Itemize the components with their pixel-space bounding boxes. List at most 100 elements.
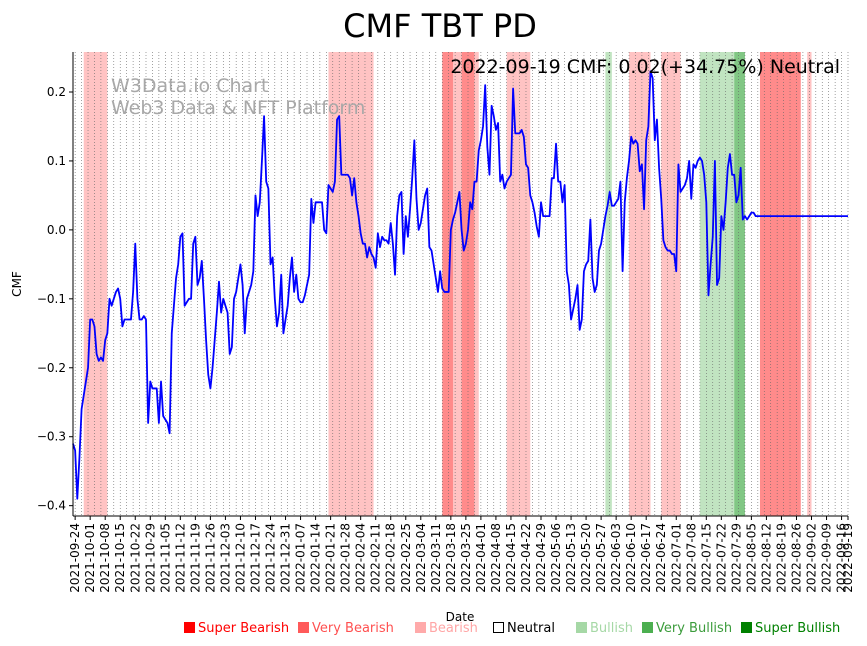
x-tick-label: 2021-11-12 (173, 523, 187, 593)
x-axis-ticks: 2021-09-24 2021-10-01 2021-10-08 2021-10-15… (68, 516, 855, 593)
band-8 (605, 52, 612, 516)
x-tick-label: 2022-02-11 (369, 523, 383, 593)
x-tick-label: 2022-08-05 (744, 523, 758, 593)
y-axis-label: CMF (10, 271, 24, 297)
x-tick-label: 2021-12-17 (248, 523, 262, 593)
x-tick-label: 2021-11-26 (203, 523, 217, 593)
band-10 (661, 52, 681, 516)
y-tick-label: −0.3 (37, 430, 66, 444)
x-tick-label: 2022-09-02 (805, 523, 819, 593)
x-tick-label: 2022-03-18 (444, 523, 458, 593)
x-axis-label: Date (446, 610, 475, 624)
x-tick-label: 2022-05-13 (564, 523, 578, 593)
x-tick-label: 2022-01-21 (324, 523, 338, 593)
legend-item-super-bullish: Super Bullish (741, 621, 840, 636)
series-line-cmf (72, 70, 848, 500)
band-1 (328, 52, 374, 516)
x-tick-label: 2021-12-24 (264, 523, 278, 593)
legend-item-super-bearish: Super Bearish (184, 621, 289, 636)
x-tick-label: 2022-07-15 (699, 523, 713, 593)
band-0 (83, 52, 108, 516)
x-tick-label: 2022-04-29 (534, 523, 548, 593)
y-axis-ticks: −0.4 −0.3 −0.2 −0.1 0.0 0.1 0.2 (37, 85, 73, 513)
y-tick-label: 0.2 (47, 85, 66, 99)
legend-swatch (298, 622, 309, 633)
band-5 (474, 52, 479, 516)
legend-swatch (642, 622, 653, 633)
x-tick-label: 2021-12-10 (233, 523, 247, 593)
x-tick-label: 2022-06-17 (639, 523, 653, 593)
x-tick-label: 2022-04-01 (474, 523, 488, 593)
legend-item-very-bearish: Very Bearish (298, 621, 394, 636)
x-tick-label: 2022-08-26 (789, 523, 803, 593)
legend-label: Super Bearish (198, 621, 290, 636)
y-tick-label: −0.2 (37, 361, 66, 375)
x-tick-label: 2022-09-09 (820, 523, 834, 593)
legend-item-bearish: Bearish (415, 621, 478, 636)
x-tick-label: 2021-10-01 (83, 523, 97, 593)
x-tick-label: 2022-07-01 (669, 523, 683, 593)
x-tick-label: 2022-08-19 (774, 523, 788, 593)
y-tick-label: −0.4 (37, 499, 66, 513)
band-9 (629, 52, 651, 516)
x-tick-label: 2021-09-24 (68, 523, 82, 593)
x-tick-label: 2021-10-08 (98, 523, 112, 593)
x-tick-label: 2021-11-19 (188, 523, 202, 593)
legend-label: Super Bullish (755, 621, 841, 636)
legend-swatch (741, 622, 752, 633)
x-tick-label: 2022-02-18 (384, 523, 398, 593)
legend-swatch (493, 622, 504, 633)
x-tick-label: 2022-04-15 (504, 523, 518, 593)
band-7 (517, 52, 531, 516)
band-12 (734, 52, 745, 516)
x-tick-label: 2022-04-08 (489, 523, 503, 593)
x-tick-label: 2021-12-03 (218, 523, 232, 593)
legend-label: Bullish (590, 621, 634, 636)
y-tick-label: 0.0 (47, 223, 66, 237)
x-tick-label: 2021-11-05 (158, 523, 172, 593)
band-6 (506, 52, 518, 516)
x-tick-label: 2022-07-08 (684, 523, 698, 593)
x-tick-label: 2022-02-04 (354, 523, 368, 593)
legend-swatch (184, 622, 195, 633)
legend-label: Bearish (429, 621, 478, 636)
legend-item-very-bullish: Very Bullish (642, 621, 732, 636)
x-tick-label: 2022-05-06 (549, 523, 563, 593)
signal-bands (83, 52, 812, 516)
latest-value-annotation: 2022-09-19 CMF: 0.02(+34.75%) Neutral (450, 56, 840, 78)
legend-label: Neutral (507, 621, 555, 636)
band-3 (452, 52, 462, 516)
legend-swatch (415, 622, 426, 633)
legend: Super Bearish Very Bearish Bearish Neutral B… (0, 621, 867, 639)
x-tick-label: 2022-01-28 (339, 523, 353, 593)
legend-swatch (576, 622, 587, 633)
legend-item-bullish: Bullish (576, 621, 633, 636)
x-tick-label: 2022-06-24 (654, 523, 668, 593)
x-tick-label: 2022-06-03 (609, 523, 623, 593)
legend-label: Very Bullish (656, 621, 733, 636)
x-tick-label: 2022-05-20 (579, 523, 593, 593)
watermark-line-1: W3Data.io Chart (111, 75, 268, 97)
x-tick-label: 2021-10-29 (143, 523, 157, 593)
band-13 (759, 52, 801, 516)
x-tick-label: 2021-10-15 (113, 523, 127, 593)
x-tick-label: 2022-04-22 (519, 523, 533, 593)
x-tick-label: 2022-01-07 (294, 523, 308, 593)
y-tick-label: 0.1 (47, 154, 66, 168)
x-tick-label: 2022-01-14 (309, 523, 323, 593)
x-tick-label: 2022-07-29 (729, 523, 743, 593)
x-tick-label: 2022-03-04 (414, 523, 428, 593)
chart-title: CMF TBT PD (343, 7, 537, 45)
x-tick-label: 2021-12-31 (279, 523, 293, 593)
x-tick-label: 2022-06-10 (624, 523, 638, 593)
band-2 (442, 52, 453, 516)
x-tick-label: 2021-10-22 (128, 523, 142, 593)
x-tick-label: 2022-08-12 (759, 523, 773, 593)
x-tick-label: 2022-03-25 (459, 523, 473, 593)
y-tick-label: −0.1 (37, 292, 66, 306)
legend-label: Very Bearish (312, 621, 394, 636)
watermark-line-2: Web3 Data & NFT Platform (111, 97, 365, 119)
x-tick-label: 2022-03-11 (429, 523, 443, 593)
x-tick-label: 2022-07-22 (714, 523, 728, 593)
